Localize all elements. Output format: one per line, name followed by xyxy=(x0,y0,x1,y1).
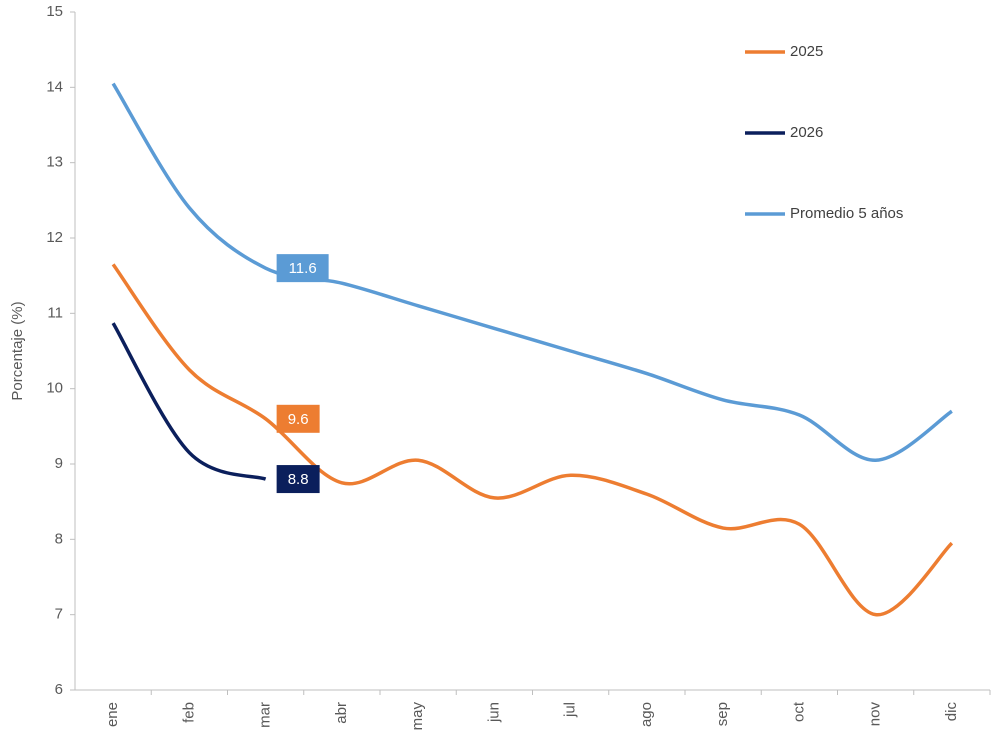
x-tick-label: mar xyxy=(257,702,274,728)
y-tick-label: 8 xyxy=(55,530,63,547)
x-tick-label: ago xyxy=(638,702,655,727)
data-label-box xyxy=(276,254,329,283)
x-tick-label: nov xyxy=(867,702,884,727)
legend-label: 2026 xyxy=(790,124,823,141)
y-tick-label: 15 xyxy=(46,3,63,20)
y-tick-label: 12 xyxy=(46,229,63,246)
y-tick-label: 13 xyxy=(46,154,63,171)
series-line xyxy=(111,82,953,462)
x-tick-label: feb xyxy=(180,702,197,723)
y-tick-label: 14 xyxy=(46,78,63,95)
x-tick-label: abr xyxy=(333,702,350,724)
data-label-box xyxy=(276,404,320,433)
y-tick-label: 10 xyxy=(46,380,63,397)
x-tick-label: oct xyxy=(790,701,807,722)
legend-label: Promedio 5 años xyxy=(790,205,903,222)
data-label: 9.6 xyxy=(288,411,309,428)
series-line xyxy=(111,322,267,481)
series-line xyxy=(111,263,954,617)
x-tick-label: sep xyxy=(714,702,731,726)
data-label: 8.8 xyxy=(288,471,309,488)
data-label: 11.6 xyxy=(289,260,317,277)
y-axis-label: Porcentaje (%) xyxy=(9,301,26,400)
y-tick-label: 9 xyxy=(55,455,63,472)
y-tick-label: 6 xyxy=(55,681,63,698)
x-tick-label: jun xyxy=(485,702,502,723)
y-tick-label: 7 xyxy=(55,606,63,623)
y-tick-label: 11 xyxy=(47,304,63,321)
x-tick-label: ene xyxy=(104,702,121,727)
x-tick-label: may xyxy=(409,702,426,731)
legend-label: 2025 xyxy=(790,43,823,60)
data-label-box xyxy=(276,465,320,494)
x-tick-label: jul xyxy=(562,702,579,718)
x-tick-label: dic xyxy=(943,702,960,722)
